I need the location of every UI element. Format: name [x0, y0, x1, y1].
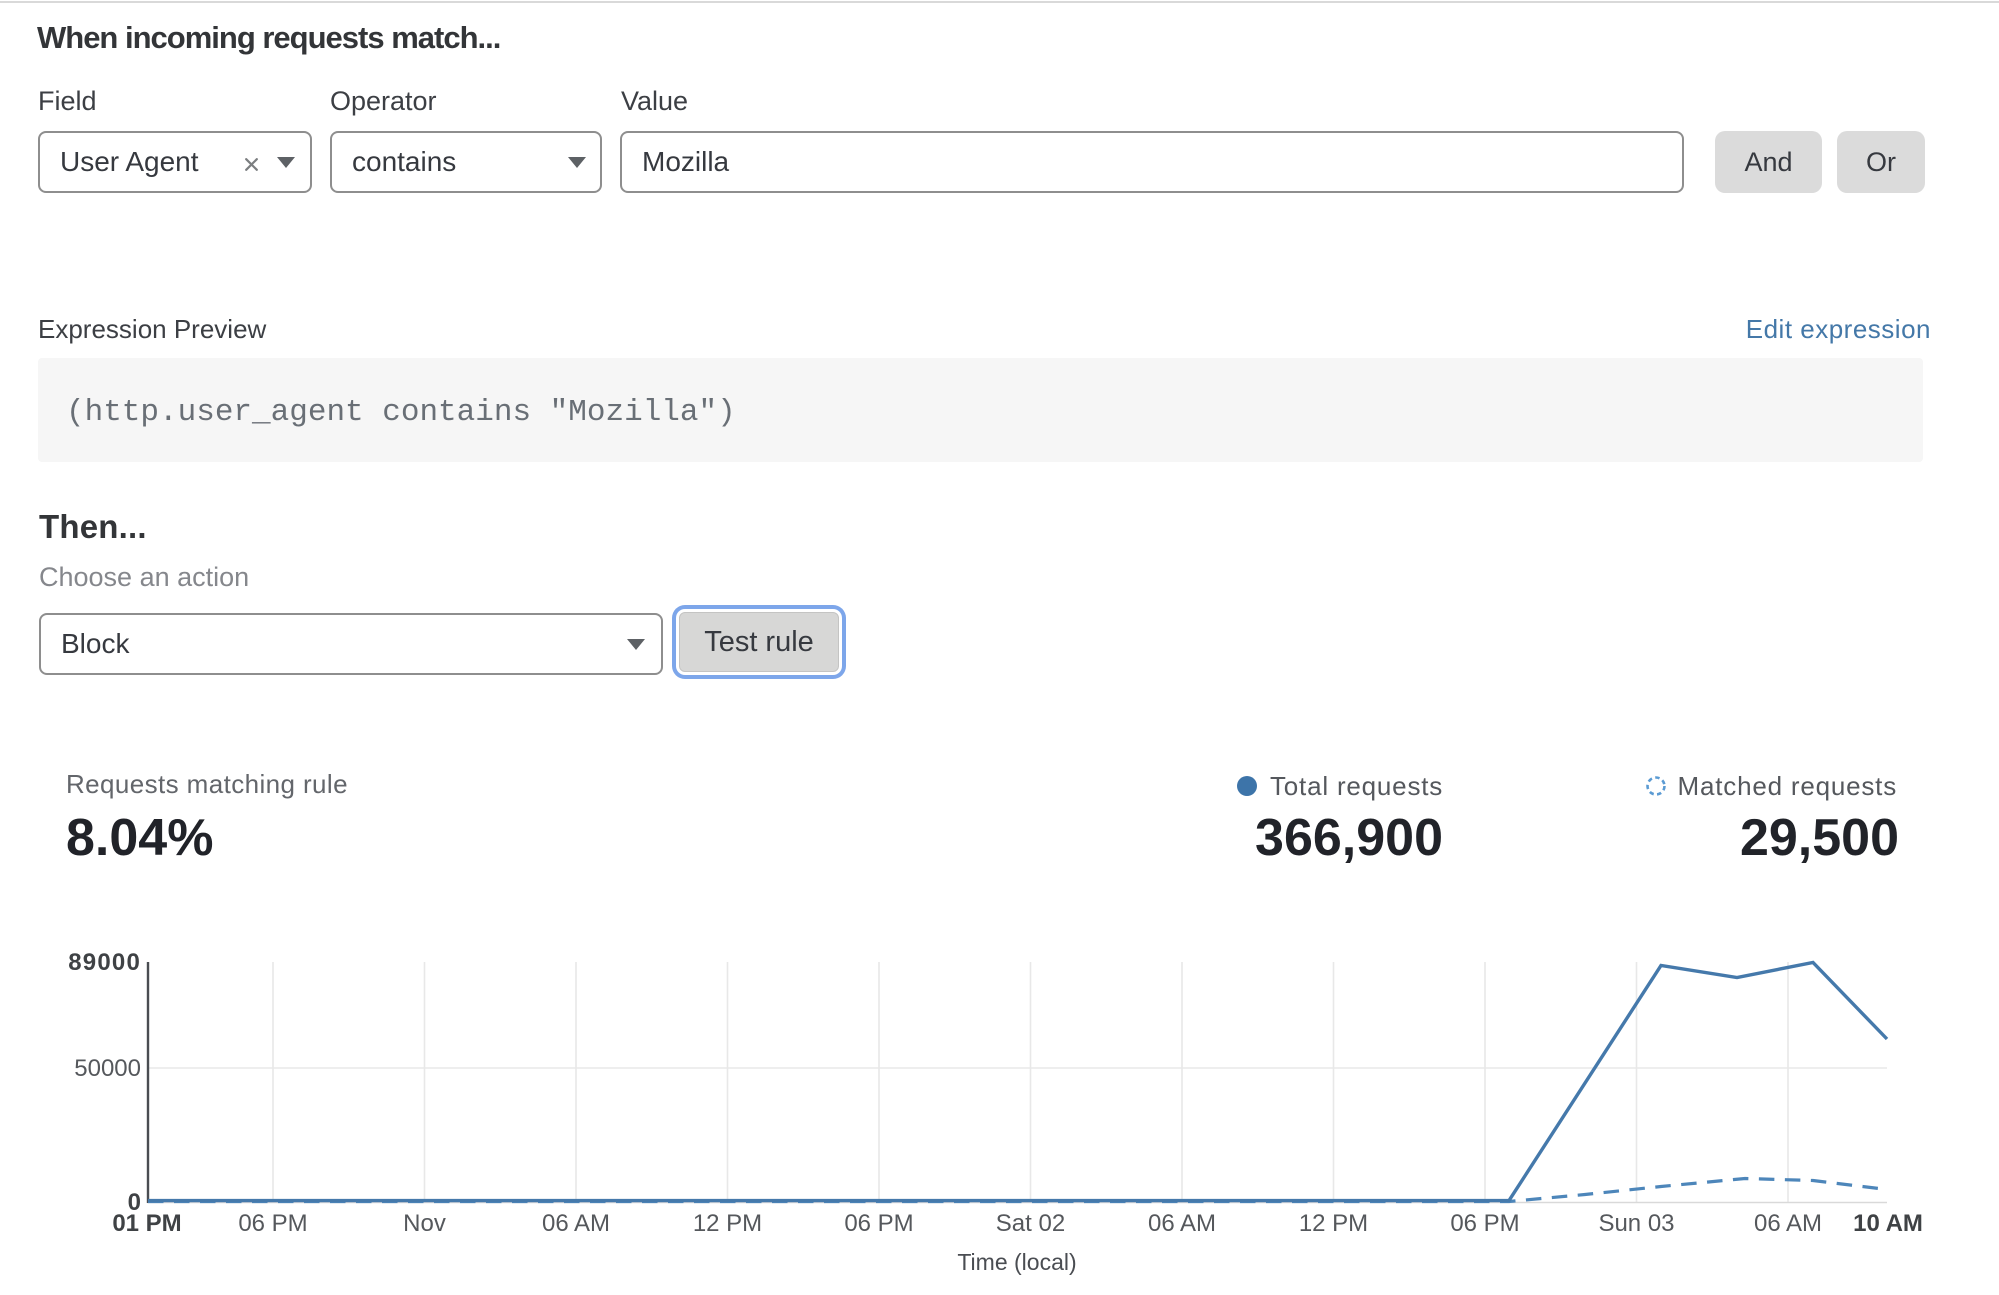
svg-text:10 AM: 10 AM — [1853, 1210, 1923, 1237]
svg-text:12 PM: 12 PM — [693, 1210, 762, 1237]
svg-text:Sat 02: Sat 02 — [996, 1210, 1065, 1237]
svg-text:06 PM: 06 PM — [1450, 1210, 1519, 1237]
svg-text:06 PM: 06 PM — [238, 1210, 307, 1237]
svg-text:06 AM: 06 AM — [1754, 1210, 1822, 1237]
svg-text:89000: 89000 — [68, 949, 141, 976]
svg-text:12 PM: 12 PM — [1299, 1210, 1368, 1237]
svg-text:01 PM: 01 PM — [112, 1210, 181, 1237]
svg-text:Sun 03: Sun 03 — [1598, 1210, 1674, 1237]
svg-text:06 AM: 06 AM — [1148, 1210, 1216, 1237]
svg-text:0: 0 — [128, 1189, 141, 1216]
svg-text:Time (local): Time (local) — [957, 1249, 1076, 1275]
svg-text:50000: 50000 — [74, 1055, 141, 1082]
svg-text:06 PM: 06 PM — [844, 1210, 913, 1237]
svg-text:Nov: Nov — [403, 1210, 446, 1237]
svg-text:06 AM: 06 AM — [542, 1210, 610, 1237]
